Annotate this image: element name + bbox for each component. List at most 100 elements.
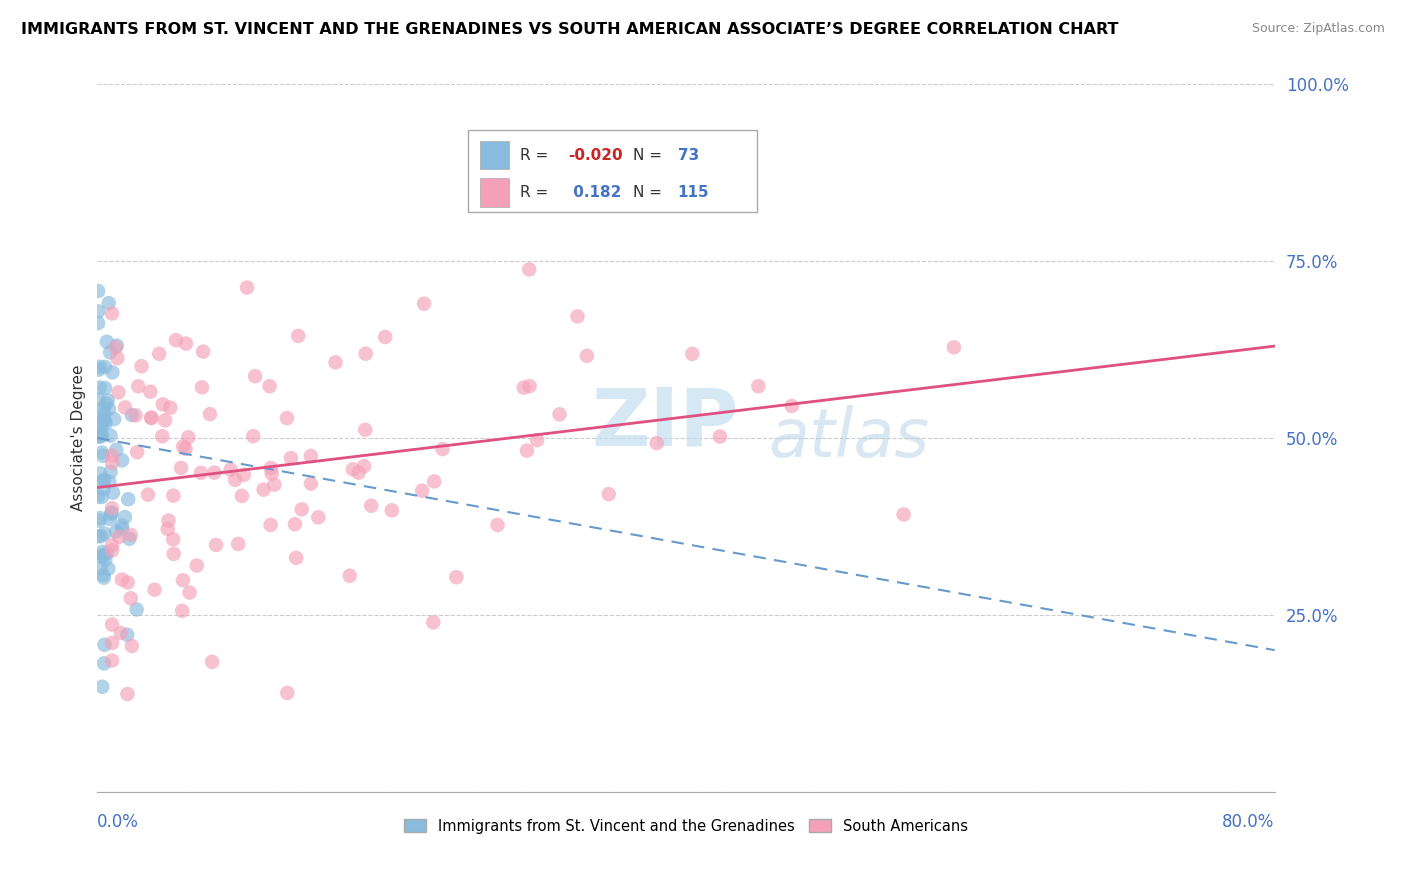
Point <box>236 280 259 294</box>
Point <box>101 654 124 668</box>
Text: ZIP: ZIP <box>592 384 740 463</box>
Point <box>87 284 110 298</box>
Point <box>124 409 146 423</box>
Point <box>226 537 249 551</box>
Point <box>127 445 149 459</box>
Point <box>162 533 184 547</box>
Text: 80.0%: 80.0% <box>1222 813 1275 830</box>
Point <box>97 562 120 576</box>
Point <box>291 502 314 516</box>
Point <box>101 449 124 463</box>
Point <box>191 344 214 359</box>
Point <box>111 518 134 533</box>
Text: 73: 73 <box>678 147 699 162</box>
Point <box>709 429 731 443</box>
Point <box>121 408 143 422</box>
Point <box>141 410 163 425</box>
Point <box>100 506 122 520</box>
Point <box>89 467 111 481</box>
Point <box>243 369 266 384</box>
Point <box>89 514 111 528</box>
Point <box>413 296 436 310</box>
Point <box>96 334 118 349</box>
Point <box>110 626 132 640</box>
Text: Source: ZipAtlas.com: Source: ZipAtlas.com <box>1251 22 1385 36</box>
Point <box>91 410 114 425</box>
Point <box>347 466 370 480</box>
Point <box>125 602 148 616</box>
Point <box>94 417 117 431</box>
Point <box>87 316 110 330</box>
Point <box>141 410 163 425</box>
Point <box>381 503 404 517</box>
Point <box>156 522 179 536</box>
Point <box>98 512 121 526</box>
Point <box>190 466 212 480</box>
Point <box>645 436 668 450</box>
Point <box>101 485 124 500</box>
Text: R =: R = <box>520 147 553 162</box>
Point <box>174 442 197 456</box>
Point <box>87 362 110 376</box>
Point <box>575 349 598 363</box>
Point <box>117 492 139 507</box>
Point <box>103 412 125 426</box>
Point <box>519 379 541 393</box>
Point <box>342 462 364 476</box>
Point <box>91 427 114 442</box>
Point <box>263 477 285 491</box>
Point <box>105 442 128 457</box>
Point <box>339 568 361 582</box>
Point <box>162 489 184 503</box>
Point <box>101 543 124 558</box>
Point <box>172 573 194 587</box>
Point <box>201 655 224 669</box>
Point <box>111 573 134 587</box>
Point <box>90 490 112 504</box>
Point <box>260 467 283 481</box>
Point <box>91 445 114 459</box>
Point <box>91 568 114 582</box>
Point <box>120 591 142 606</box>
Point <box>353 459 375 474</box>
Point <box>422 615 444 630</box>
Point <box>93 401 115 416</box>
Point <box>100 428 122 442</box>
Point <box>259 379 281 393</box>
Point <box>90 429 112 443</box>
Point <box>107 385 129 400</box>
Text: -0.020: -0.020 <box>568 147 623 162</box>
Point <box>97 296 120 310</box>
Point <box>163 547 186 561</box>
Point <box>598 487 620 501</box>
FancyBboxPatch shape <box>479 178 509 207</box>
Text: N =: N = <box>633 185 666 200</box>
Point <box>177 430 200 444</box>
Point <box>287 329 309 343</box>
Point <box>97 393 120 408</box>
Point <box>198 407 221 421</box>
Point <box>111 453 134 467</box>
Point <box>205 538 228 552</box>
Text: 0.182: 0.182 <box>568 185 621 200</box>
Point <box>516 443 538 458</box>
Text: N =: N = <box>633 147 666 162</box>
Point <box>87 430 110 444</box>
Point <box>108 530 131 544</box>
Point <box>219 462 242 476</box>
Point <box>172 604 194 618</box>
Point <box>94 359 117 374</box>
Point <box>681 347 703 361</box>
Point <box>105 351 128 366</box>
Point <box>98 401 121 416</box>
Point <box>232 467 254 482</box>
Legend: Immigrants from St. Vincent and the Grenadines, South Americans: Immigrants from St. Vincent and the Gren… <box>405 819 967 834</box>
Point <box>89 380 111 394</box>
Point <box>93 482 115 496</box>
Point <box>159 401 181 415</box>
Point <box>747 379 769 393</box>
Point <box>136 487 159 501</box>
Point <box>432 442 454 456</box>
Point <box>87 304 110 318</box>
Point <box>90 529 112 543</box>
